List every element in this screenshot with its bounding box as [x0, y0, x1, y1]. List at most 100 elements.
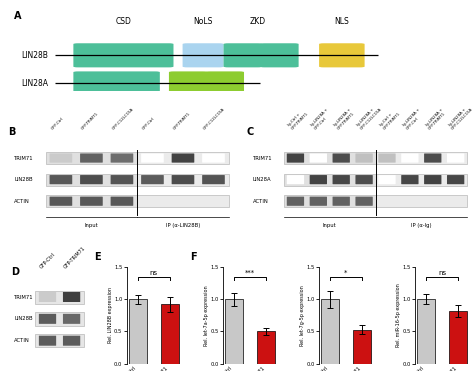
FancyBboxPatch shape	[50, 175, 72, 184]
Text: Ig-LIN28A +
GFP-C12LC15A: Ig-LIN28A + GFP-C12LC15A	[447, 103, 474, 130]
FancyBboxPatch shape	[287, 197, 304, 206]
Text: GFP-Ctrl: GFP-Ctrl	[50, 116, 64, 130]
Bar	[375, 152, 467, 164]
FancyBboxPatch shape	[39, 292, 56, 302]
Bar	[321, 299, 339, 364]
Text: IP (α-LIN28B): IP (α-LIN28B)	[166, 223, 200, 228]
FancyBboxPatch shape	[401, 175, 419, 184]
FancyBboxPatch shape	[80, 197, 103, 206]
Text: Ig-LIN28A +
GFP-TRIM71: Ig-LIN28A + GFP-TRIM71	[333, 108, 356, 130]
Text: ACTIN: ACTIN	[14, 199, 30, 204]
Text: F: F	[190, 252, 197, 262]
Text: Ig-LIN28A +
GFP-Ctrl: Ig-LIN28A + GFP-Ctrl	[402, 108, 424, 130]
Bar	[284, 174, 375, 186]
FancyBboxPatch shape	[39, 314, 56, 324]
FancyBboxPatch shape	[80, 154, 103, 162]
FancyBboxPatch shape	[63, 292, 80, 302]
Text: LIN28A: LIN28A	[253, 177, 271, 182]
Text: C: C	[246, 127, 253, 137]
Text: IP (α-Ig): IP (α-Ig)	[411, 223, 432, 228]
Text: TRIM71: TRIM71	[14, 156, 34, 161]
FancyBboxPatch shape	[202, 175, 225, 184]
Text: LIN28B: LIN28B	[14, 316, 33, 322]
Bar	[284, 152, 375, 164]
FancyBboxPatch shape	[333, 197, 350, 206]
Text: ZKD: ZKD	[250, 17, 266, 26]
Bar	[129, 299, 146, 364]
FancyBboxPatch shape	[378, 154, 396, 162]
Text: TRIM71: TRIM71	[253, 156, 272, 161]
Text: ns: ns	[438, 270, 446, 276]
Text: GFP-Ctrl: GFP-Ctrl	[142, 116, 156, 130]
FancyBboxPatch shape	[205, 71, 244, 95]
Text: Input: Input	[323, 223, 337, 228]
FancyBboxPatch shape	[39, 336, 56, 346]
FancyBboxPatch shape	[63, 336, 80, 346]
Bar	[46, 196, 137, 207]
Text: NoLS: NoLS	[193, 17, 213, 26]
FancyBboxPatch shape	[110, 154, 133, 162]
FancyBboxPatch shape	[333, 154, 350, 162]
FancyBboxPatch shape	[447, 154, 465, 162]
FancyBboxPatch shape	[319, 43, 365, 68]
FancyBboxPatch shape	[447, 175, 465, 184]
FancyBboxPatch shape	[202, 154, 225, 162]
Text: B: B	[8, 127, 15, 137]
FancyBboxPatch shape	[224, 43, 262, 68]
FancyBboxPatch shape	[333, 175, 350, 184]
Text: LIN28A: LIN28A	[21, 79, 48, 88]
Text: ACTIN: ACTIN	[14, 338, 30, 343]
Text: LIN28B: LIN28B	[14, 177, 33, 182]
FancyBboxPatch shape	[172, 175, 194, 184]
FancyBboxPatch shape	[80, 175, 103, 184]
Text: Input: Input	[84, 223, 98, 228]
Text: Ig-LIN28A +
GFP-TRIM71: Ig-LIN28A + GFP-TRIM71	[425, 108, 447, 130]
Y-axis label: Rel. miR-16-5p expression: Rel. miR-16-5p expression	[396, 283, 401, 347]
Text: E: E	[94, 252, 100, 262]
Text: NLS: NLS	[335, 17, 349, 26]
Text: ACTIN: ACTIN	[253, 199, 268, 204]
Bar	[284, 196, 375, 207]
FancyBboxPatch shape	[287, 175, 304, 184]
FancyBboxPatch shape	[287, 154, 304, 162]
Bar	[375, 196, 467, 207]
Text: GFP-TRIM71: GFP-TRIM71	[63, 246, 87, 270]
Text: Ig-Ctrl +
GFP-TRIM71: Ig-Ctrl + GFP-TRIM71	[287, 108, 310, 130]
FancyBboxPatch shape	[50, 154, 72, 162]
FancyBboxPatch shape	[310, 175, 327, 184]
FancyBboxPatch shape	[424, 175, 441, 184]
Bar	[353, 329, 371, 364]
FancyBboxPatch shape	[169, 71, 208, 95]
Text: Ig-LIN28A +
GFP-C12LC15A: Ig-LIN28A + GFP-C12LC15A	[356, 103, 383, 130]
FancyBboxPatch shape	[172, 154, 194, 162]
Text: CSD: CSD	[116, 17, 131, 26]
Text: ***: ***	[245, 270, 255, 276]
FancyBboxPatch shape	[141, 175, 164, 184]
FancyBboxPatch shape	[378, 175, 396, 184]
FancyBboxPatch shape	[63, 314, 80, 324]
Y-axis label: Rel. let-7g-5p expression: Rel. let-7g-5p expression	[300, 285, 305, 346]
Text: GFP-TRIM71: GFP-TRIM71	[172, 111, 191, 130]
FancyBboxPatch shape	[356, 154, 373, 162]
FancyBboxPatch shape	[73, 71, 160, 95]
FancyBboxPatch shape	[310, 154, 327, 162]
Text: Ig-LIN28A +
GFP-Ctrl: Ig-LIN28A + GFP-Ctrl	[310, 108, 333, 130]
Text: Ig-Ctrl +
GFP-TRIM71: Ig-Ctrl + GFP-TRIM71	[379, 108, 401, 130]
FancyBboxPatch shape	[356, 197, 373, 206]
Bar	[46, 152, 137, 164]
Bar	[36, 334, 83, 347]
Bar	[137, 152, 229, 164]
Text: LIN28B: LIN28B	[21, 51, 48, 60]
Bar	[417, 299, 435, 364]
Y-axis label: Rel. let-7a-5p expression: Rel. let-7a-5p expression	[204, 285, 209, 346]
FancyBboxPatch shape	[424, 154, 441, 162]
Bar	[161, 305, 179, 364]
Text: ns: ns	[150, 270, 158, 276]
Y-axis label: Rel. LIN28B expression: Rel. LIN28B expression	[108, 288, 113, 344]
Bar	[257, 331, 274, 364]
Text: D: D	[11, 267, 19, 277]
Text: TRIM71: TRIM71	[14, 295, 34, 300]
FancyBboxPatch shape	[401, 154, 419, 162]
Bar	[225, 299, 243, 364]
Text: GFP-C12LC15A: GFP-C12LC15A	[111, 106, 134, 130]
